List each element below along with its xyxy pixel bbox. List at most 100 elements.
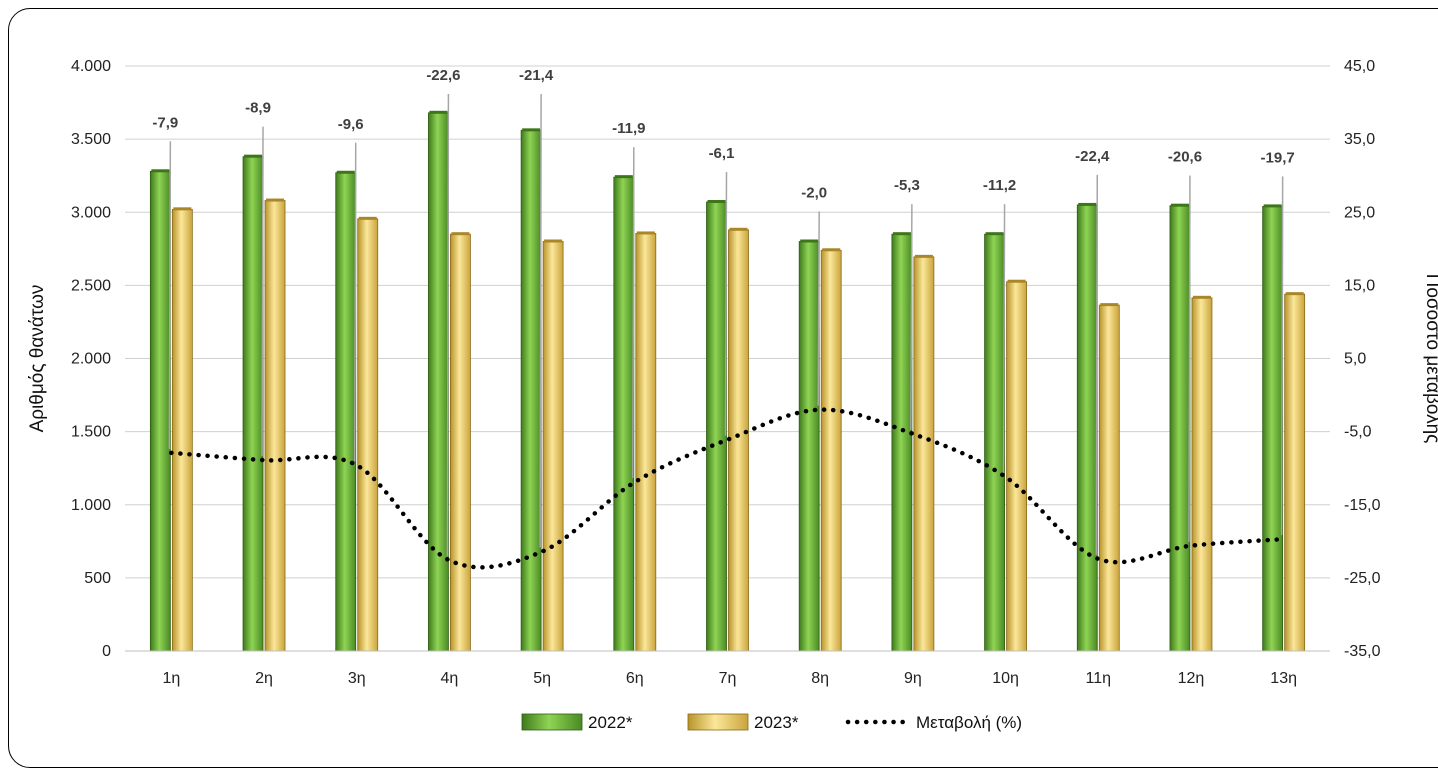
data-label: -22,4 (1075, 148, 1110, 165)
x-tick-label: 8η (811, 670, 829, 687)
data-label: -21,4 (519, 67, 554, 84)
leader-line (632, 147, 635, 479)
bar-2022 (706, 201, 727, 652)
data-label: -7,9 (152, 114, 178, 131)
y2-tick-label: -15,0 (1344, 497, 1381, 514)
bar-cap-2023 (451, 232, 470, 236)
bar-cap-2022 (336, 170, 355, 174)
bar-cap-2023 (173, 207, 192, 211)
bar-2022 (984, 233, 1005, 652)
axes: 0 -35,0 500 -25,0 1.000 -15,0 1.500 -5,0 2.000 5,… (27, 58, 1438, 687)
x-tick-label: 7η (719, 670, 737, 687)
x-tick-label: 9η (904, 670, 922, 687)
bar-2023 (542, 241, 564, 652)
data-label: -8,9 (245, 100, 271, 117)
bar-cap-2022 (151, 169, 170, 173)
bar-cap-2022 (244, 154, 263, 158)
bar-cap-2022 (614, 175, 633, 179)
y2-tick-label: -35,0 (1344, 643, 1381, 660)
leader-line (446, 93, 450, 557)
y-tick-label: 1.500 (71, 424, 111, 441)
leader-line (1280, 176, 1284, 536)
y-tick-label: 500 (84, 570, 111, 587)
leader-line (817, 211, 820, 406)
bars (149, 110, 1306, 652)
x-tick-label: 3η (348, 670, 366, 687)
leader-line (1188, 175, 1191, 542)
y2-tick-label: 45,0 (1344, 58, 1375, 75)
bar-2022 (242, 156, 264, 652)
data-labels: -7,9 -8,9 -9,6 -22,6 -21,4 -11,9 -6,1 -2,0 -5,3 -… (152, 67, 1294, 202)
legend-label: 2022* (588, 713, 633, 732)
bar-cap-2023 (1192, 295, 1211, 299)
leader-line (168, 141, 172, 449)
y2-tick-label: 35,0 (1344, 131, 1375, 148)
data-label: -11,2 (983, 177, 1016, 194)
bar-2023 (1191, 297, 1213, 652)
y-tick-label: 0 (102, 643, 111, 660)
legend-swatch (687, 713, 749, 731)
bar-cap-2022 (1078, 202, 1097, 206)
y-axis-title: Αριθμός θανάτων (27, 285, 48, 433)
leader-line (724, 172, 728, 436)
data-label: -6,1 (709, 145, 735, 162)
y2-tick-label: -5,0 (1344, 424, 1372, 441)
y-tick-label: 4.000 (71, 58, 111, 75)
leader-line (1095, 174, 1099, 555)
bar-cap-2023 (729, 227, 748, 231)
bar-cap-2023 (544, 239, 563, 243)
bar-2022 (613, 176, 635, 652)
x-tick-label: 12η (1178, 670, 1205, 687)
bar-2022 (149, 170, 171, 652)
data-label: -20,6 (1168, 149, 1202, 166)
bar-2023 (357, 218, 379, 652)
chart-svg: -7,9 -8,9 -9,6 -22,6 -21,4 -11,9 -6,1 -2,0 -5,3 -… (27, 58, 1438, 732)
bar-cap-2023 (1007, 279, 1026, 283)
bar-cap-2022 (1170, 203, 1189, 207)
bar-2023 (1098, 304, 1120, 652)
bar-2023 (450, 233, 471, 652)
y-tick-label: 2.000 (71, 351, 111, 368)
bar-2022 (428, 112, 449, 652)
bar-cap-2023 (914, 254, 933, 258)
bar-2023 (264, 200, 286, 652)
leader-line (353, 142, 357, 462)
y-tick-label: 3.500 (71, 131, 111, 148)
y2-tick-label: 15,0 (1344, 277, 1375, 294)
bar-cap-2022 (1263, 204, 1282, 208)
bar-2023 (913, 256, 935, 652)
bar-2022 (798, 241, 820, 652)
bar-2022 (1076, 204, 1098, 652)
x-tick-label: 5η (533, 670, 551, 687)
bar-cap-2022 (985, 232, 1004, 236)
leader-line (1002, 204, 1006, 473)
y2-tick-label: -25,0 (1344, 570, 1381, 587)
data-label: -9,6 (338, 116, 364, 133)
bar-cap-2023 (636, 231, 655, 235)
x-tick-label: 4η (441, 670, 459, 687)
bar-cap-2023 (1285, 292, 1304, 296)
y2-tick-label: 5,0 (1344, 351, 1366, 368)
bar-cap-2022 (892, 232, 911, 236)
bar-cap-2022 (800, 239, 819, 243)
y2-axis-title: Ποσοστό μεταβολής (1422, 274, 1438, 444)
y-tick-label: 2.500 (71, 277, 111, 294)
y2-tick-label: 25,0 (1344, 204, 1375, 221)
change-line-path (169, 407, 1286, 570)
x-tick-label: 2η (255, 670, 273, 687)
x-tick-label: 10η (992, 670, 1019, 687)
y-tick-label: 3.000 (71, 204, 111, 221)
bar-cap-2023 (358, 216, 377, 220)
bar-cap-2023 (822, 248, 841, 252)
leader-line (910, 204, 913, 430)
data-label: -19,7 (1261, 149, 1295, 166)
bar-2023 (171, 208, 193, 652)
change-line (169, 407, 1286, 570)
leader-line (261, 126, 264, 457)
x-tick-label: 1η (162, 670, 180, 687)
bar-cap-2023 (266, 198, 285, 202)
label-leader-lines (168, 93, 1284, 557)
bar-2022 (520, 129, 542, 652)
bar-2023 (1284, 293, 1306, 652)
leader-line (539, 93, 542, 548)
